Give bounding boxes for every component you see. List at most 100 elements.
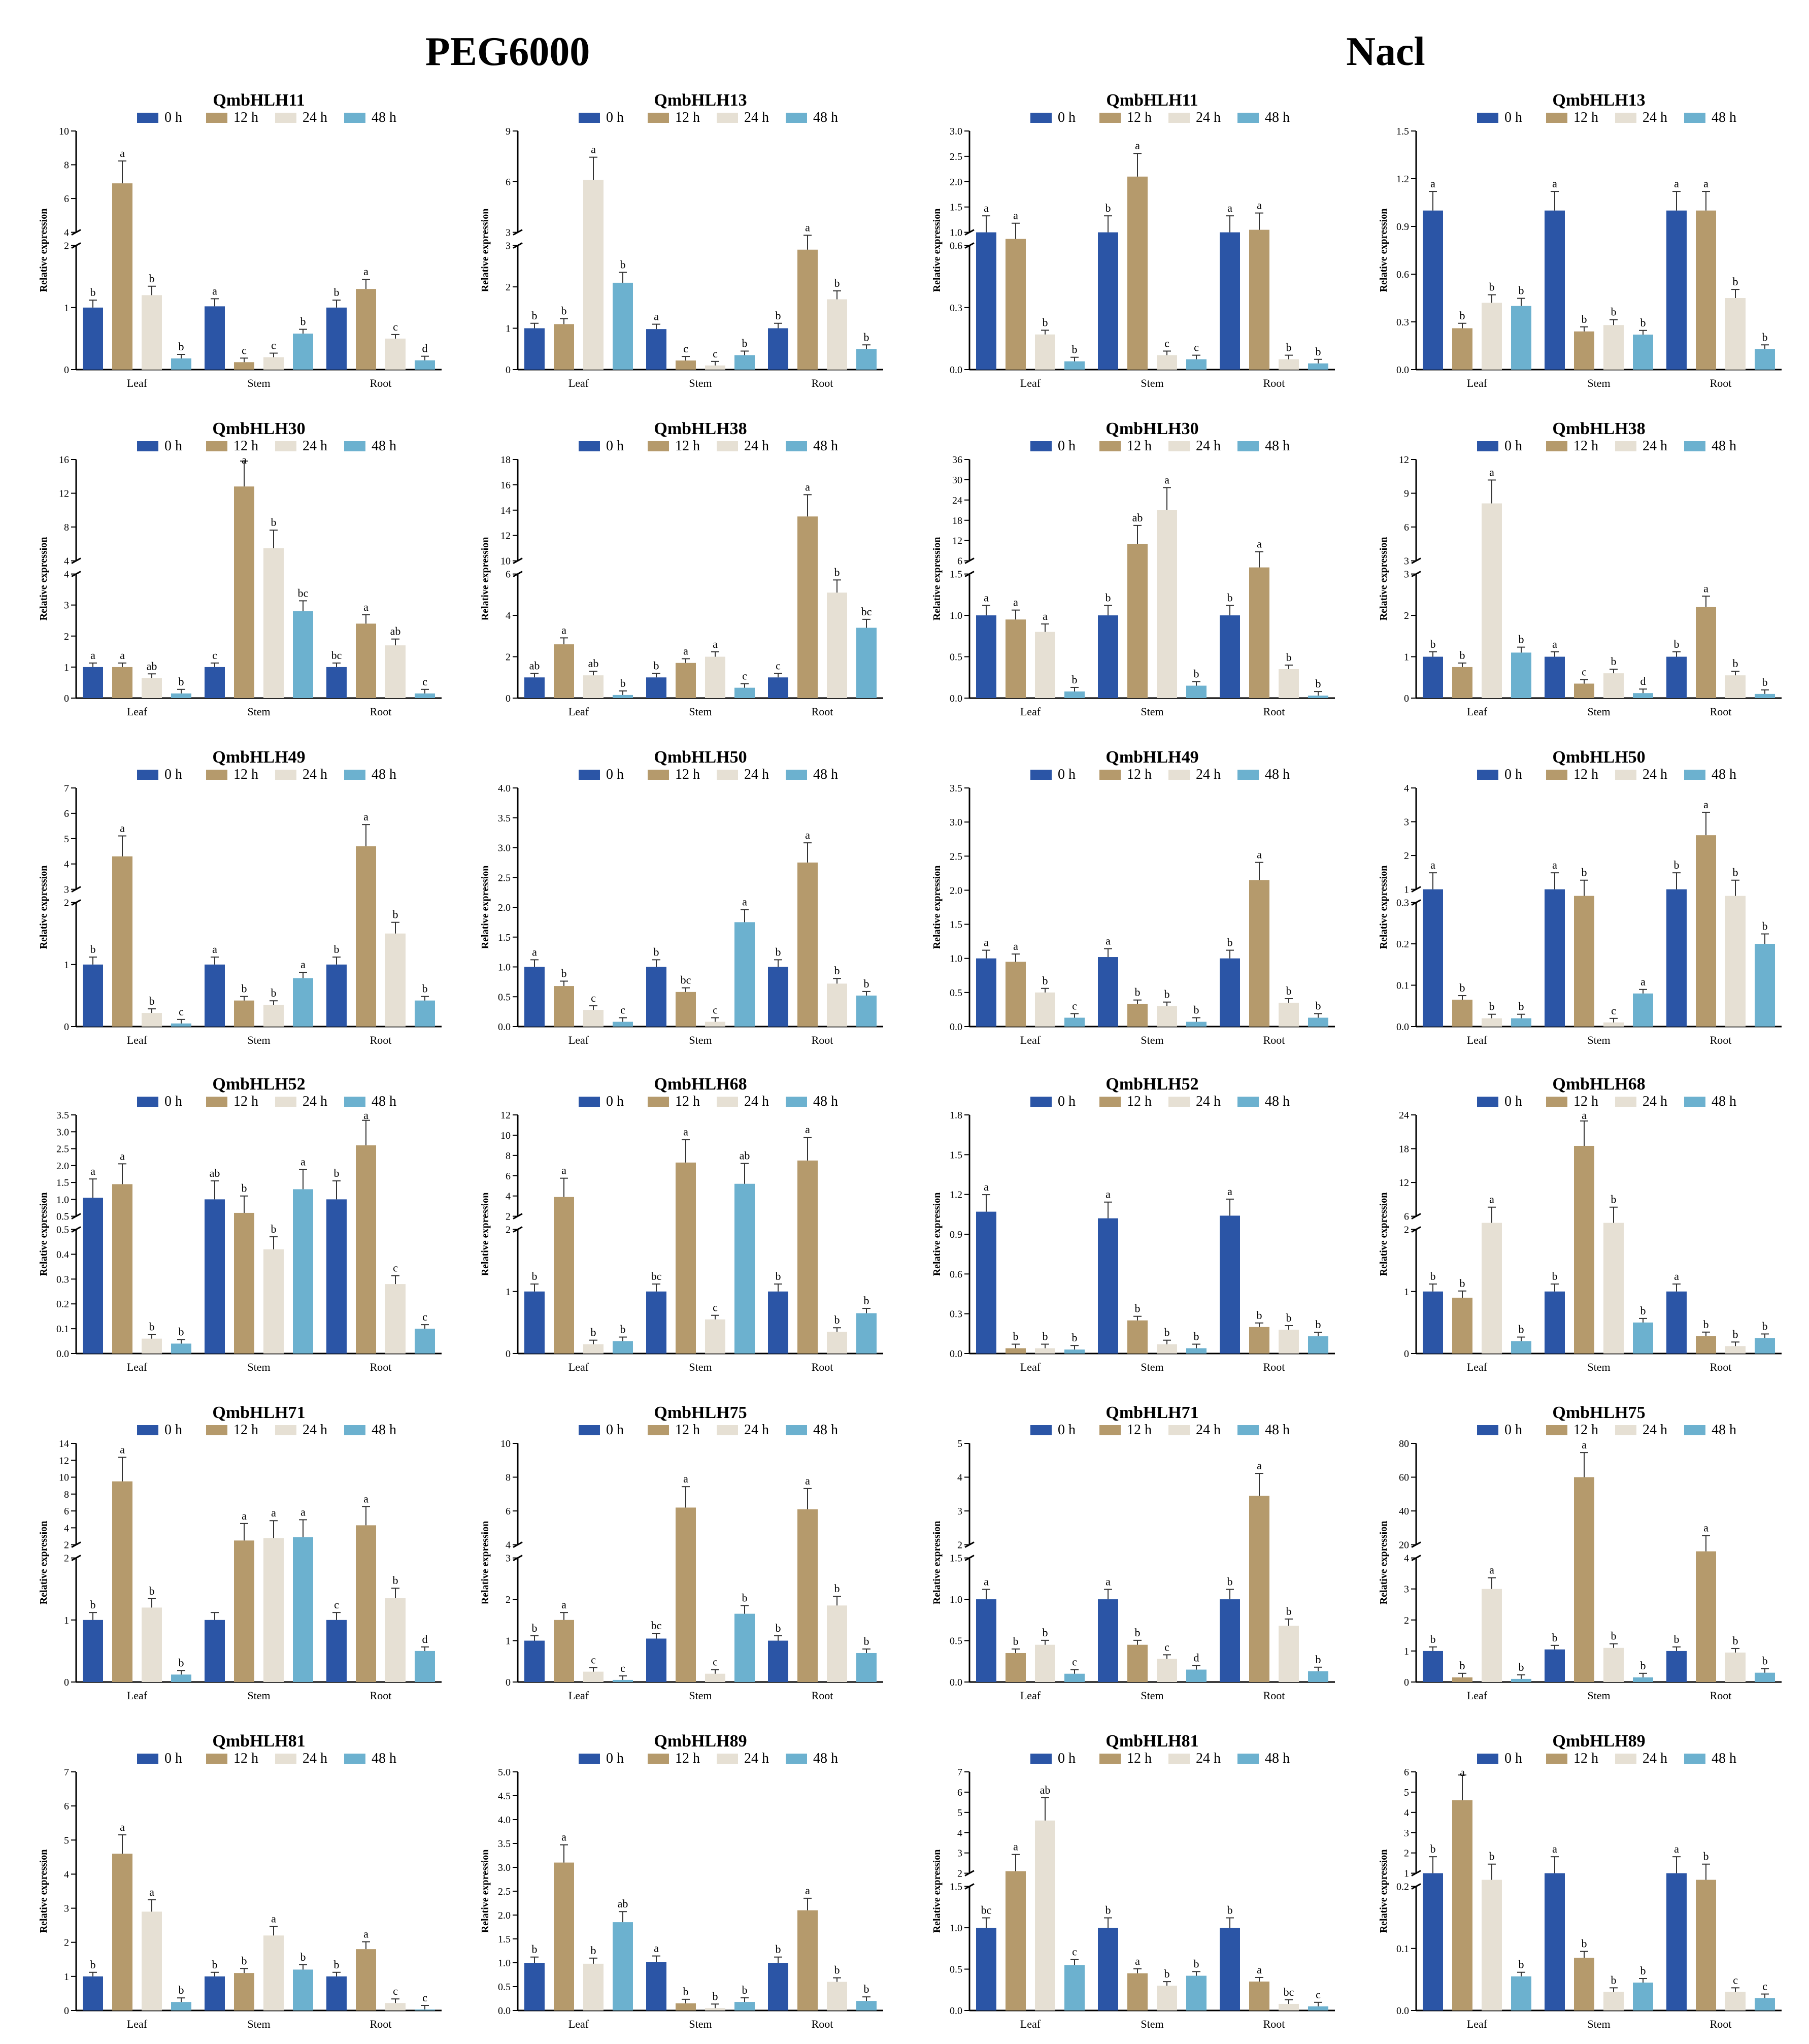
y-tick-label: 5 [957,1807,962,1819]
significance-letter: c [713,1656,718,1668]
legend-label: 48 h [813,1422,838,1438]
bar [385,1598,406,1682]
significance-letter: b [864,977,869,990]
significance-letter: b [334,943,340,955]
bar [1511,1018,1531,1027]
y-tick-label: 0.5 [950,987,962,999]
chart-panel-qmbhlh50-nacl: QmbHLH50 0 h 12 h 24 h 48 h Relative expressi… [1378,748,1782,1046]
bar [1220,1215,1240,1354]
chart-panel-qmbhlh81-nacl: QmbHLH81 0 h 12 h 24 h 48 h Relative expressi… [931,1732,1335,2030]
y-tick-label: 0.5 [950,1964,962,1975]
chart-title: QmbHLH13 [654,91,747,110]
legend-label: 24 h [744,1422,769,1438]
legend-label: 0 h [164,438,182,454]
y-tick-label: 3.0 [950,126,962,137]
significance-letter: bc [981,1904,992,1917]
bar [1157,1006,1177,1027]
chart-title: QmbHLH50 [1552,748,1645,767]
significance-letter: c [713,1301,718,1314]
chart-grid: QmbHLH11 0 h 12 h 24 h 48 h Relative expressi… [38,91,1782,2030]
significance-letter: b [1460,1277,1465,1290]
bar [705,656,725,698]
significance-letter: b [591,1326,596,1339]
y-tick-label: 4 [957,1472,962,1483]
legend-swatch [1030,1425,1052,1435]
bar [1633,693,1653,698]
significance-letter: c [179,1005,184,1018]
significance-letter: b [1582,1937,1587,1950]
legend-label: 48 h [813,438,838,454]
legend-label: 12 h [1127,1751,1152,1766]
bar [1006,239,1026,370]
significance-letter: ab [618,1897,628,1910]
bar [1279,669,1299,698]
y-axis-label: Relative expression [38,1521,49,1605]
significance-letter: b [1043,1626,1048,1639]
y-tick-label: 7 [64,783,69,794]
bar [1574,331,1594,370]
chart-panel-qmbhlh68-nacl: QmbHLH68 0 h 12 h 24 h 48 h Relative expressi… [1378,1075,1782,1373]
y-tick-label: 12 [500,531,511,542]
significance-letter: b [1227,1575,1233,1588]
y-tick-label: 0.9 [1396,221,1409,233]
y-tick-label: 2 [1404,1848,1409,1859]
significance-letter: b [422,982,428,995]
bar [1482,1880,1502,2010]
y-tick-label: 1 [1404,1868,1409,1880]
bar [1064,1673,1085,1682]
bar [613,1922,633,2010]
x-tick-label: Leaf [568,2018,589,2030]
legend-label: 48 h [1712,438,1736,454]
bar [415,1000,435,1027]
x-tick-label: Stem [1141,377,1163,389]
bar [415,2009,435,2010]
significance-letter: a [1227,1185,1232,1198]
bar [1157,355,1177,370]
x-tick-label: Leaf [1467,1689,1488,1702]
bar [1755,1672,1775,1682]
y-tick-label: 6 [506,569,511,580]
significance-letter: b [1013,1635,1019,1647]
significance-letter: b [212,1958,218,1971]
y-tick-label: 4 [64,569,69,580]
bar [171,1023,191,1027]
legend-label: 0 h [1058,110,1076,125]
bar [1633,335,1653,370]
legend-label: 24 h [1643,1094,1667,1109]
bar [856,349,877,370]
legend-swatch [1237,1097,1259,1107]
bar [171,2002,191,2010]
y-axis-label: Relative expression [480,1850,491,1933]
bar [1603,1992,1624,2010]
bar [1035,992,1055,1027]
y-tick-label: 12 [59,1455,69,1466]
significance-letter: a [300,1156,306,1168]
bar [554,644,574,698]
bar [1186,1348,1207,1354]
y-tick-label: 1 [64,662,69,673]
chart-title: QmbHLH52 [1106,1075,1198,1094]
x-tick-label: Stem [1141,1361,1163,1373]
bar [1006,1348,1026,1354]
significance-letter: b [1316,677,1321,690]
legend-swatch [1546,441,1567,451]
y-tick-label: 18 [500,454,511,466]
legend-swatch [786,770,807,780]
significance-letter: a [591,143,596,156]
legend-label: 0 h [164,1094,182,1109]
bar [1725,896,1746,1027]
bar [1633,1677,1653,1682]
x-tick-label: Leaf [1467,2018,1488,2030]
significance-letter: a [242,1509,247,1522]
y-tick-label: 0 [64,365,69,376]
significance-letter: b [1316,1000,1321,1012]
significance-letter: b [532,1622,538,1634]
legend-swatch [1237,1754,1259,1764]
chart-title: QmbHLH71 [1106,1403,1198,1422]
x-tick-label: Stem [689,1361,712,1373]
significance-letter: b [834,1313,840,1326]
x-tick-label: Stem [1587,377,1610,389]
bar [976,958,996,1027]
x-tick-label: Root [370,2018,392,2030]
y-tick-label: 2 [1404,850,1409,862]
